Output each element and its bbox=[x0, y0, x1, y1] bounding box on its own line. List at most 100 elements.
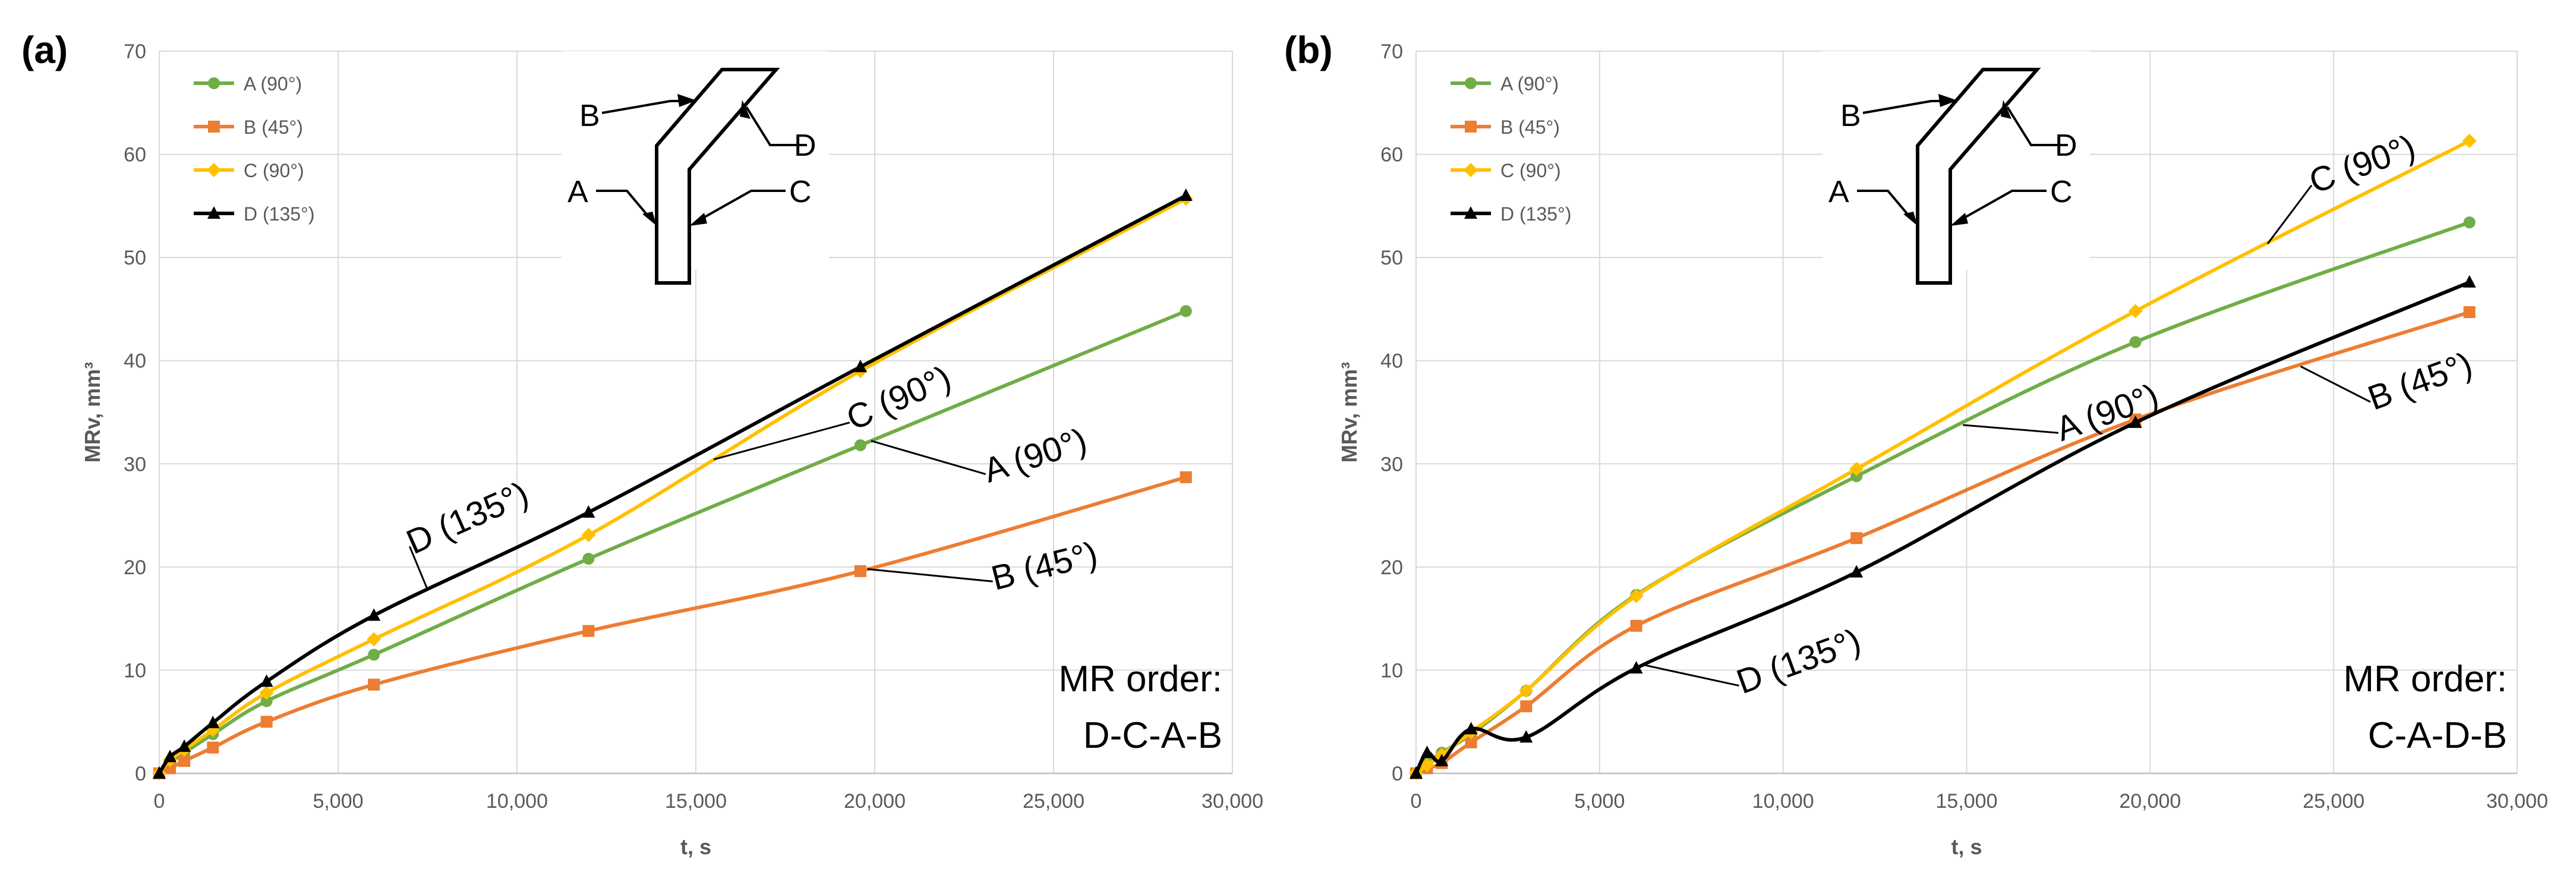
diagram-label-B: B bbox=[1840, 99, 1861, 133]
chart-panel-0: 0 10 20 30 40 50 60 70 0 5,000 10,000 15,000 20,000 2… bbox=[21, 29, 1263, 859]
x-tick-label: 30,000 bbox=[1202, 790, 1263, 813]
diagram-label-D: D bbox=[2055, 128, 2077, 163]
data-point-C bbox=[1420, 758, 1434, 773]
x-tick-label: 5,000 bbox=[1574, 790, 1625, 813]
series-line-D bbox=[157, 194, 1188, 775]
mr-order-note: MR order: bbox=[2343, 659, 2507, 700]
chart-panel-1: 0 10 20 30 40 50 60 70 0 5,000 10,000 15,000 20,000 2… bbox=[1284, 29, 2548, 859]
data-point-D bbox=[153, 766, 166, 779]
callout-arrow-D bbox=[2001, 100, 2011, 119]
data-point-D bbox=[367, 608, 381, 621]
data-point-D bbox=[2463, 275, 2476, 288]
y-tick-label: 60 bbox=[124, 144, 146, 166]
panel-label: (b) bbox=[1284, 29, 1333, 71]
data-point-B bbox=[854, 565, 866, 577]
legend-label-A: A (90°) bbox=[244, 73, 302, 95]
diagram-label-C: C bbox=[2050, 175, 2073, 209]
data-point-B bbox=[260, 716, 273, 728]
data-point-B bbox=[1180, 471, 1192, 483]
x-tick-label: 20,000 bbox=[2119, 790, 2181, 813]
legend-label-B: B (45°) bbox=[1500, 117, 1560, 138]
data-point-B bbox=[1630, 619, 1642, 632]
legend-label-D: D (135°) bbox=[244, 203, 315, 225]
data-point-D bbox=[1629, 660, 1643, 673]
series-line-C bbox=[157, 197, 1188, 775]
data-point-A bbox=[582, 552, 595, 565]
x-tick-label: 0 bbox=[1411, 790, 1422, 813]
x-tick-label: 10,000 bbox=[486, 790, 548, 813]
data-point-B bbox=[2463, 306, 2476, 319]
y-axis-title: MRv, mm³ bbox=[1337, 362, 1361, 462]
callout-C bbox=[695, 190, 786, 224]
data-point-D bbox=[1410, 766, 1423, 779]
y-tick-label: 30 bbox=[124, 453, 146, 476]
data-point-D bbox=[260, 674, 273, 687]
callout-A bbox=[596, 190, 653, 222]
legend: A (90°) B (45°) C (90°) D (135°) bbox=[194, 73, 315, 225]
data-point-C bbox=[259, 685, 274, 700]
x-axis-title: t, s bbox=[1951, 835, 1982, 859]
part-outline bbox=[655, 68, 780, 285]
callout-arrow-D bbox=[740, 100, 751, 119]
y-tick-label: 0 bbox=[135, 763, 146, 785]
data-point-B bbox=[582, 625, 595, 637]
x-tick-label: 20,000 bbox=[844, 790, 906, 813]
y-tick-label: 10 bbox=[124, 659, 146, 682]
annotation-leader bbox=[1643, 664, 1739, 687]
diagram-label-B: B bbox=[579, 99, 600, 133]
diagram-label-A: A bbox=[1828, 175, 1849, 209]
series-line-D bbox=[1414, 280, 2471, 775]
x-tick-label: 15,000 bbox=[665, 790, 727, 813]
x-tick-label: 30,000 bbox=[2486, 790, 2548, 813]
legend-marker-A bbox=[1465, 77, 1477, 89]
data-point-D bbox=[853, 360, 867, 373]
diagram-label-A: A bbox=[567, 175, 588, 209]
y-tick-label: 0 bbox=[1392, 763, 1403, 785]
data-point-D bbox=[1519, 730, 1533, 743]
data-point-A bbox=[854, 439, 866, 452]
data-point-D bbox=[1435, 754, 1449, 767]
x-tick-label: 5,000 bbox=[313, 790, 363, 813]
y-tick-label: 50 bbox=[124, 247, 146, 269]
callout-arrow-A bbox=[1903, 212, 1918, 226]
legend-marker-D bbox=[207, 206, 220, 219]
data-point-A bbox=[260, 695, 273, 707]
data-point-D bbox=[206, 715, 220, 728]
data-point-A bbox=[1850, 470, 1863, 483]
annotation-leader bbox=[2266, 184, 2313, 245]
data-point-C bbox=[1629, 588, 1644, 603]
diagram-label-D: D bbox=[794, 128, 816, 163]
x-tick-label: 0 bbox=[154, 790, 165, 813]
y-tick-label: 70 bbox=[124, 40, 146, 63]
legend-marker-D bbox=[1464, 206, 1477, 219]
data-point-C bbox=[1519, 684, 1534, 698]
data-point-B bbox=[368, 678, 380, 691]
series-line-C bbox=[1414, 139, 2471, 775]
mr-order-note: D-C-A-B bbox=[1083, 715, 1222, 756]
diagram-label-C: C bbox=[789, 175, 812, 209]
mr-order-note: MR order: bbox=[1058, 659, 1222, 700]
callout-C bbox=[1956, 190, 2047, 224]
x-tick-label: 25,000 bbox=[2303, 790, 2364, 813]
callout-arrow-B bbox=[677, 94, 696, 107]
legend-marker-C bbox=[1464, 163, 1478, 177]
x-axis-title: t, s bbox=[680, 835, 711, 859]
y-tick-label: 40 bbox=[124, 350, 146, 373]
annotation-leader bbox=[867, 568, 993, 583]
part-diagram: B D A C bbox=[1823, 51, 2090, 285]
legend-label-D: D (135°) bbox=[1500, 203, 1572, 225]
x-tick-label: 25,000 bbox=[1023, 790, 1084, 813]
panel-label: (a) bbox=[21, 29, 68, 71]
data-point-D bbox=[178, 739, 191, 752]
x-tick-label: 10,000 bbox=[1752, 790, 1814, 813]
series-D bbox=[1410, 275, 2476, 779]
callout-A bbox=[1857, 190, 1914, 222]
annotation-leader bbox=[871, 440, 986, 476]
legend-marker-B bbox=[1465, 121, 1477, 133]
y-tick-label: 70 bbox=[1380, 40, 1403, 63]
y-tick-label: 10 bbox=[1380, 659, 1403, 682]
data-point-D bbox=[1179, 188, 1193, 201]
